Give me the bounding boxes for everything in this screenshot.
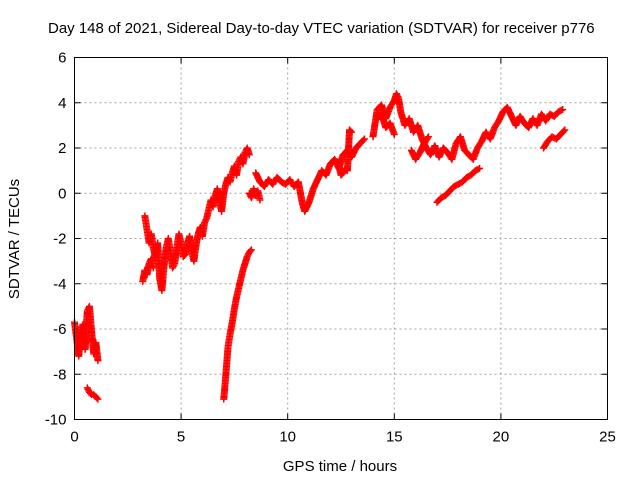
y-tick-label: 4 [58, 95, 66, 112]
tick-labels: 0 5 10 15 20 25 -10 -8 -6 -4 -2 0 2 4 6 [45, 50, 616, 446]
data-point [424, 133, 432, 141]
y-tick-label: -6 [53, 321, 66, 338]
grid-lines [74, 57, 608, 420]
x-tick-label: 20 [493, 429, 510, 446]
data-point [247, 246, 255, 254]
data-point [360, 135, 368, 143]
x-tick-label: 10 [279, 429, 296, 446]
data-point [86, 389, 94, 397]
data-point [256, 196, 264, 204]
x-tick-label: 25 [599, 429, 616, 446]
data-point [93, 394, 101, 402]
x-tick-label: 15 [386, 429, 403, 446]
data-points [71, 90, 569, 403]
x-tick-label: 5 [177, 429, 185, 446]
plot-frame [74, 57, 608, 420]
data-point [474, 165, 482, 173]
data-point [94, 357, 102, 365]
data-point [94, 395, 102, 403]
y-axis-label: SDTVAR / TECUs [6, 179, 23, 299]
y-tick-label: 2 [58, 140, 66, 157]
data-point [561, 126, 569, 134]
data-point [390, 130, 398, 138]
chart-title: Day 148 of 2021, Sidereal Day-to-day VTE… [48, 20, 595, 37]
y-tick-label: -8 [53, 366, 66, 383]
y-tick-label: 6 [58, 50, 66, 67]
data-point [149, 264, 157, 272]
data-point [560, 127, 568, 135]
x-tick-label: 0 [70, 429, 78, 446]
data-point [348, 128, 356, 136]
data-point [245, 151, 253, 159]
data-point [557, 106, 565, 114]
data-point [347, 127, 355, 135]
y-tick-label: -10 [45, 412, 67, 429]
y-tick-label: -4 [53, 276, 66, 293]
x-axis-label: GPS time / hours [283, 458, 397, 475]
data-point [424, 134, 432, 142]
y-tick-label: -2 [53, 231, 66, 248]
y-tick-label: 0 [58, 185, 66, 202]
data-point [559, 106, 567, 114]
data-point [476, 164, 484, 172]
data-point [246, 247, 254, 255]
data-point [359, 136, 367, 144]
